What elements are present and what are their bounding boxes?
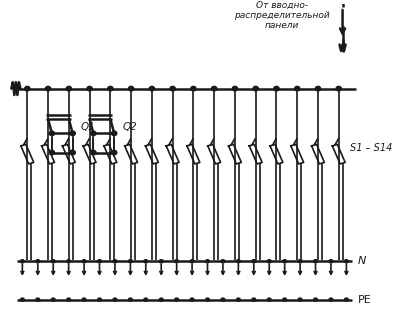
Circle shape [252,298,256,301]
Circle shape [20,298,24,301]
Circle shape [66,86,72,91]
Circle shape [113,298,117,301]
Circle shape [82,298,86,301]
Circle shape [267,260,271,263]
Circle shape [98,298,102,301]
Circle shape [344,260,348,263]
Circle shape [221,298,225,301]
Circle shape [112,131,117,136]
Circle shape [91,131,96,136]
Circle shape [98,260,102,263]
Circle shape [191,86,196,91]
Circle shape [87,86,92,91]
Circle shape [314,298,318,301]
Circle shape [36,298,40,301]
Circle shape [67,260,70,263]
Circle shape [113,260,117,263]
Circle shape [221,260,225,263]
Circle shape [108,86,113,91]
Circle shape [175,298,178,301]
Circle shape [294,86,300,91]
Circle shape [236,260,240,263]
Circle shape [159,260,163,263]
Text: От вводно-
распределительной
панели: От вводно- распределительной панели [234,1,330,31]
Circle shape [344,298,348,301]
Circle shape [274,86,279,91]
Text: Q2: Q2 [122,122,137,132]
Circle shape [236,298,240,301]
Circle shape [91,150,96,155]
Circle shape [314,260,318,263]
Circle shape [170,86,175,91]
Circle shape [267,298,271,301]
Circle shape [128,86,134,91]
Circle shape [315,86,321,91]
Circle shape [329,260,333,263]
Circle shape [128,260,132,263]
Circle shape [70,150,75,155]
Circle shape [51,298,55,301]
Circle shape [149,86,154,91]
Text: N: N [358,256,366,266]
Circle shape [298,298,302,301]
Circle shape [283,260,286,263]
Circle shape [82,260,86,263]
Circle shape [112,150,117,155]
Circle shape [49,131,54,136]
Circle shape [190,260,194,263]
Circle shape [175,260,178,263]
Circle shape [144,260,148,263]
Text: S1 – S14: S1 – S14 [350,143,392,153]
Circle shape [20,260,24,263]
Circle shape [298,260,302,263]
Circle shape [252,260,256,263]
Text: Q1: Q1 [81,122,96,132]
Circle shape [212,86,217,91]
Circle shape [36,260,40,263]
Circle shape [25,86,30,91]
Circle shape [144,298,148,301]
Circle shape [206,298,210,301]
Circle shape [253,86,258,91]
Text: PE: PE [358,295,372,305]
Circle shape [46,86,51,91]
Circle shape [190,298,194,301]
Circle shape [206,260,210,263]
Circle shape [283,298,286,301]
Circle shape [49,150,54,155]
Circle shape [159,298,163,301]
Circle shape [329,298,333,301]
Circle shape [67,298,70,301]
Circle shape [232,86,238,91]
Circle shape [336,86,342,91]
Circle shape [128,298,132,301]
Circle shape [70,131,75,136]
Circle shape [51,260,55,263]
